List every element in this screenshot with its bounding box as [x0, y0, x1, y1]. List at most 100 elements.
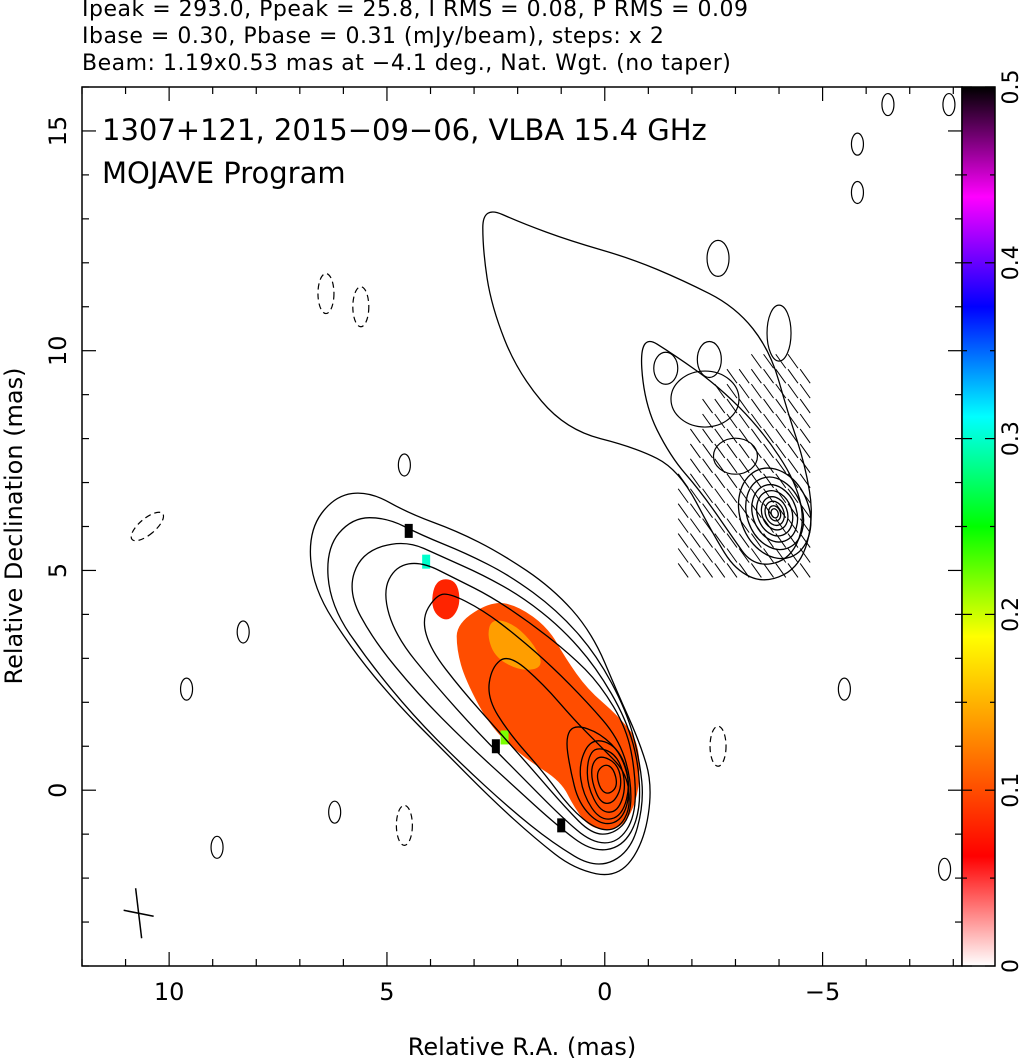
evpa-vector [787, 533, 799, 548]
evpa-vector [689, 428, 701, 444]
contour-level-4 [351, 542, 641, 851]
shifted-core-contour-8 [770, 508, 779, 519]
evpa-vector [677, 548, 689, 563]
evpa-vector [787, 398, 799, 414]
evpa-vector [763, 443, 774, 459]
evpa-vector [702, 398, 713, 414]
shifted-core-contour-5 [760, 496, 789, 531]
evpa-vector [775, 443, 787, 459]
contour-layer [309, 211, 812, 876]
evpa-vector [702, 488, 713, 504]
x-tick-label: −5 [805, 978, 840, 1006]
evpa-vector [726, 503, 738, 518]
evpa-vector [726, 473, 738, 489]
evpa-vector [787, 353, 799, 369]
evpa-vector [799, 488, 811, 504]
evpa-vector [799, 383, 811, 399]
evpa-vector [702, 503, 713, 518]
evpa-vector [775, 413, 787, 429]
noise-contour-7 [937, 857, 952, 881]
evpa-vector [775, 488, 787, 504]
evpa-vector [677, 533, 689, 548]
evpa-vector [677, 488, 689, 504]
shifted-image-inner-contour [640, 340, 803, 565]
evpa-vector [714, 518, 726, 533]
evpa-vector [750, 398, 762, 414]
evpa-vector [702, 533, 713, 548]
evpa-vector [738, 428, 750, 444]
evpa-vector [799, 518, 811, 533]
contour-level-32 [488, 657, 630, 831]
evpa-vector [714, 383, 726, 399]
evpa-vector [726, 533, 738, 548]
x-tick-label: 0 [597, 978, 612, 1006]
noise-contour-4 [397, 453, 411, 477]
evpa-vector [689, 458, 701, 474]
evpa-vector [714, 443, 726, 459]
contour-level-512 [591, 756, 622, 805]
evpa-vector [763, 398, 774, 414]
contour-level-64 [566, 726, 630, 825]
evpa-vector [763, 368, 774, 384]
evpa-vector [689, 488, 701, 504]
negative-contour-3 [130, 511, 165, 542]
contour-level-256 [586, 748, 626, 813]
evpa-vector [775, 503, 787, 518]
evpa-vector [787, 458, 799, 474]
shifted-image-outer-contour [482, 211, 812, 581]
evpa-vector [750, 368, 762, 384]
evpa-vector [799, 368, 811, 384]
evpa-vector [763, 383, 774, 399]
shifted-knot-contour-3 [696, 340, 722, 379]
evpa-vector [763, 473, 774, 489]
pol-edge-pixel-5 [557, 818, 566, 833]
pol-fill-region-1 [432, 579, 460, 620]
evpa-vector [787, 473, 799, 489]
evpa-vector [775, 398, 787, 414]
evpa-vector [775, 383, 787, 399]
x-tick-label: 10 [154, 978, 185, 1006]
chart-subtitle: MOJAVE Program [102, 156, 346, 190]
evpa-vector [763, 488, 774, 504]
evpa-vector [750, 458, 762, 474]
noise-contour-6 [837, 677, 851, 701]
evpa-vector [799, 473, 811, 489]
evpa-vector [738, 533, 750, 548]
pol-edge-pixel-1 [404, 523, 413, 538]
evpa-vector [787, 488, 799, 504]
evpa-vector [799, 548, 811, 563]
negative-contour-5 [709, 725, 727, 767]
evpa-vector [750, 503, 762, 518]
evpa-vector [750, 518, 762, 533]
evpa-vector [689, 503, 701, 518]
pol-vector-layer [677, 353, 811, 578]
colorbar-tick-label: 0.5 [999, 70, 1022, 105]
y-tick-label: 5 [44, 563, 72, 578]
axis-ticks: 10 5 0 −5 0 5 10 15 [44, 86, 962, 1006]
noise-contour-12 [942, 92, 956, 117]
evpa-vector [726, 398, 738, 414]
evpa-vector [702, 563, 713, 578]
evpa-vector [714, 548, 726, 563]
evpa-vector [750, 548, 762, 563]
header-line-2: Ibase = 0.30, Pbase = 0.31 (mJy/beam), s… [82, 24, 665, 49]
noise-contour-3 [328, 800, 342, 824]
contour-level-8 [385, 562, 636, 844]
evpa-vector [787, 563, 799, 578]
evpa-vector [738, 458, 750, 474]
evpa-vector [787, 413, 799, 429]
noise-contour-layer [123, 92, 956, 939]
evpa-vector [726, 458, 738, 474]
shifted-knot-contour-6 [766, 304, 792, 362]
evpa-vector [799, 458, 811, 474]
evpa-vector [787, 428, 799, 444]
evpa-vector [799, 563, 811, 578]
evpa-vector [714, 398, 726, 414]
evpa-vector [738, 413, 750, 429]
colorbar-ticks: 0 0.1 0.2 0.3 0.4 0.5 [962, 70, 1022, 973]
evpa-vector [763, 353, 774, 369]
colorbar [961, 86, 996, 967]
evpa-vector [787, 383, 799, 399]
x-tick-label: 5 [379, 978, 394, 1006]
y-tick-label: 15 [44, 116, 72, 147]
